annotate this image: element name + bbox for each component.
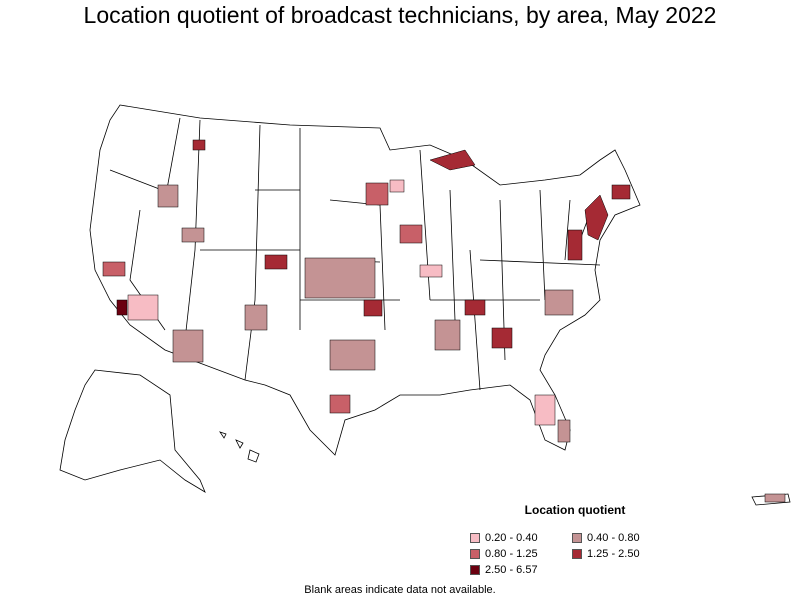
map-title: Location quotient of broadcast technicia… xyxy=(83,2,717,28)
legend-label: 1.25 - 2.50 xyxy=(587,548,640,560)
area-shade xyxy=(329,394,351,414)
hawaii-outline xyxy=(219,431,260,463)
area-shade xyxy=(127,294,159,321)
area-shade xyxy=(157,184,179,208)
area-shade xyxy=(464,299,486,316)
area-shade xyxy=(181,227,205,243)
area-shade xyxy=(557,419,571,443)
area-shade xyxy=(192,139,206,151)
legend-item: 0.80 - 1.25 xyxy=(470,547,572,561)
legend-title: Location quotient xyxy=(524,503,626,517)
area-shade xyxy=(304,257,376,299)
alaska-outline xyxy=(59,369,206,493)
legend-label: 0.20 - 0.40 xyxy=(485,532,538,544)
area-shade xyxy=(567,229,583,261)
legend-label: 2.50 - 6.57 xyxy=(485,564,538,576)
legend-item: 1.25 - 2.50 xyxy=(572,547,692,561)
area-shade xyxy=(544,289,574,316)
legend-swatch xyxy=(470,565,480,575)
area-shade xyxy=(244,304,268,331)
area-shade xyxy=(172,329,204,363)
area-shade xyxy=(399,224,423,244)
legend-label: 0.40 - 0.80 xyxy=(587,532,640,544)
legend-swatch xyxy=(470,549,480,559)
area-shade xyxy=(329,339,376,371)
area-shade xyxy=(363,299,383,317)
area-shade xyxy=(534,394,556,426)
map-legend: Location quotient 0.20 - 0.40 0.40 - 0.8… xyxy=(470,503,700,577)
area-shade xyxy=(365,182,389,206)
area-shade xyxy=(764,493,786,503)
legend-item: 2.50 - 6.57 xyxy=(470,563,572,577)
area-shade xyxy=(429,149,476,171)
area-shade xyxy=(419,264,443,278)
legend-swatch xyxy=(470,533,480,543)
area-shade xyxy=(102,261,126,277)
legend-item: 0.40 - 0.80 xyxy=(572,531,692,545)
legend-item: 0.20 - 0.40 xyxy=(470,531,572,545)
area-shade xyxy=(264,254,288,270)
area-shade xyxy=(584,194,609,241)
legend-label: 0.80 - 1.25 xyxy=(485,548,538,560)
area-shade xyxy=(389,179,405,193)
area-shade xyxy=(491,327,513,349)
legend-swatch xyxy=(572,533,582,543)
area-shade xyxy=(116,299,128,316)
area-shade xyxy=(611,184,631,200)
footnote: Blank areas indicate data not available. xyxy=(304,584,496,596)
area-shade xyxy=(434,319,461,351)
legend-swatch xyxy=(572,549,582,559)
